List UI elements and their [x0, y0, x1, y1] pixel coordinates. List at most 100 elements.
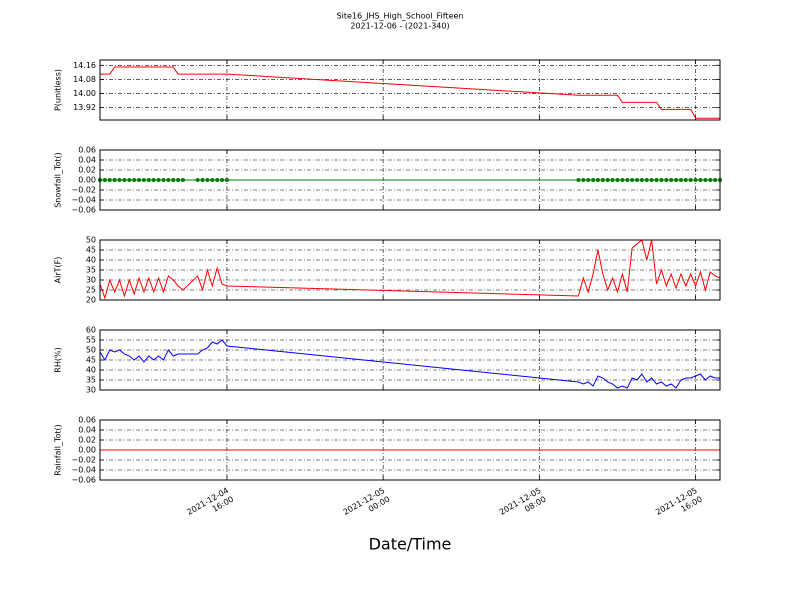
data-point: [171, 178, 176, 182]
y-tick-label: 0.02: [78, 436, 96, 445]
data-point: [630, 178, 635, 182]
y-tick-label: 0.04: [78, 426, 96, 435]
data-point: [669, 178, 674, 182]
y-tick-label: 0.02: [78, 166, 96, 175]
data-point: [132, 178, 137, 182]
x-axis-label: Date/Time: [369, 535, 452, 554]
data-point: [664, 178, 669, 182]
y-tick-label: 50: [86, 236, 96, 245]
y-axis-label: Snowfall_Tot(): [54, 152, 63, 208]
data-point: [674, 178, 679, 182]
y-tick-label: 35: [86, 266, 96, 275]
chart-title: Site16_JHS_High_School_Fifteen: [337, 12, 464, 21]
y-tick-label: 25: [86, 286, 96, 295]
data-point: [688, 178, 693, 182]
data-point: [117, 178, 122, 182]
data-point: [586, 178, 591, 182]
y-tick-label: −0.02: [71, 456, 96, 465]
y-tick-label: −0.06: [71, 476, 96, 485]
y-axis-label: Rainfall_Tot(): [54, 424, 63, 476]
data-point: [141, 178, 146, 182]
y-tick-label: 30: [86, 276, 96, 285]
y-tick-label: 14.00: [73, 89, 96, 98]
data-line: [99, 339, 720, 389]
data-point: [176, 178, 181, 182]
y-tick-label: 40: [86, 366, 96, 375]
data-point: [146, 178, 151, 182]
y-axis-label: RH(%): [54, 347, 63, 372]
data-point: [107, 178, 112, 182]
y-axis-label: P(unitless): [54, 69, 63, 111]
y-tick-label: 40: [86, 256, 96, 265]
y-tick-label: 60: [86, 326, 96, 335]
data-point: [127, 178, 132, 182]
data-point: [644, 178, 649, 182]
data-point: [112, 178, 117, 182]
data-point: [595, 178, 600, 182]
y-tick-label: −0.02: [71, 186, 96, 195]
y-tick-label: −0.04: [71, 196, 96, 205]
data-point: [678, 178, 683, 182]
data-point: [605, 178, 610, 182]
y-tick-label: 0.00: [78, 176, 96, 185]
data-point: [224, 178, 229, 182]
data-point: [708, 178, 713, 182]
axes-frame: [99, 329, 721, 391]
y-tick-label: 50: [86, 346, 96, 355]
data-point: [625, 178, 630, 182]
data-point: [610, 178, 615, 182]
data-point: [635, 178, 640, 182]
data-point: [576, 178, 581, 182]
axes-frame: [99, 419, 721, 481]
data-point: [102, 178, 107, 182]
axes-frame: [99, 59, 721, 121]
chart-subtitle: 2021-12-06 - (2021-340): [350, 22, 449, 31]
data-point: [639, 178, 644, 182]
y-tick-label: 0.04: [78, 156, 96, 165]
data-point: [220, 178, 225, 182]
y-tick-label: 0.06: [78, 416, 96, 425]
y-tick-label: 14.16: [73, 61, 96, 70]
data-point: [713, 178, 718, 182]
y-tick-label: 20: [86, 296, 96, 305]
data-point: [654, 178, 659, 182]
data-point: [137, 178, 142, 182]
y-tick-label: 14.08: [73, 75, 96, 84]
y-tick-label: 0.06: [78, 146, 96, 155]
y-tick-label: 30: [86, 386, 96, 395]
data-line: [100, 66, 720, 119]
y-tick-label: 45: [86, 356, 96, 365]
data-point: [649, 178, 654, 182]
data-point: [581, 178, 586, 182]
data-point: [683, 178, 688, 182]
data-point: [693, 178, 698, 182]
data-point: [200, 178, 205, 182]
axes-frame: [99, 149, 721, 211]
data-point: [151, 178, 156, 182]
data-point: [215, 178, 220, 182]
data-point: [195, 178, 200, 182]
y-tick-label: −0.06: [71, 206, 96, 215]
data-point: [620, 178, 625, 182]
y-tick-label: 55: [86, 336, 96, 345]
data-point: [166, 178, 171, 182]
data-point: [615, 178, 620, 182]
data-point: [180, 178, 185, 182]
y-tick-label: 13.92: [73, 103, 96, 112]
data-point: [122, 178, 127, 182]
data-point: [591, 178, 596, 182]
y-tick-label: −0.04: [71, 466, 96, 475]
y-tick-label: 35: [86, 376, 96, 385]
data-point: [600, 178, 605, 182]
y-tick-label: 45: [86, 246, 96, 255]
y-tick-label: 0.00: [78, 446, 96, 455]
y-axis-label: AirT(F): [54, 257, 63, 284]
data-point: [156, 178, 161, 182]
data-point: [210, 178, 215, 182]
data-point: [698, 178, 703, 182]
axes-frame: [99, 239, 721, 301]
data-line: [99, 239, 721, 300]
data-point: [659, 178, 664, 182]
